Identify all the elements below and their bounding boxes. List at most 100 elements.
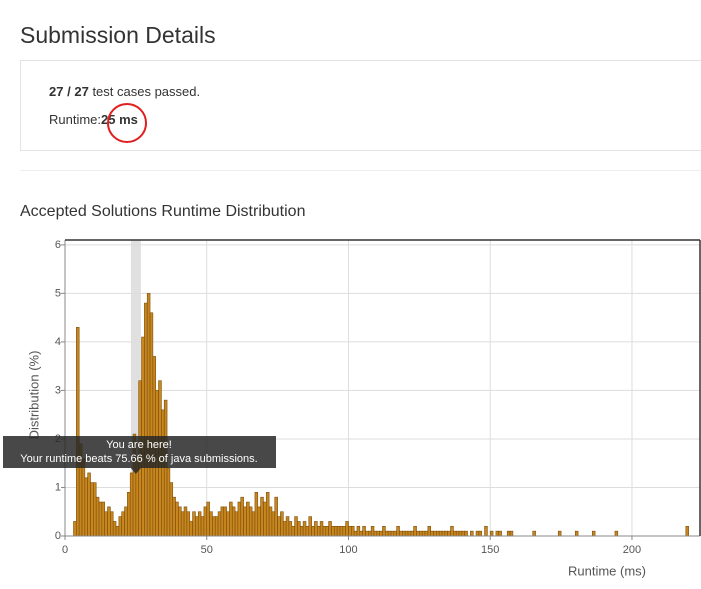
bar (107, 506, 111, 537)
bar (399, 530, 403, 537)
bar (484, 525, 488, 537)
bar (200, 516, 205, 537)
bar (223, 506, 227, 537)
bar (115, 525, 120, 537)
bar (146, 293, 151, 537)
bar (430, 530, 434, 537)
y-tick-label: 0 (55, 530, 61, 542)
bar (214, 516, 219, 537)
bar (359, 530, 363, 537)
bar (365, 530, 369, 537)
bar (373, 530, 378, 537)
bar (413, 525, 417, 537)
bar (368, 530, 372, 537)
bar (339, 525, 344, 537)
bar (302, 521, 307, 537)
bar (195, 516, 199, 537)
bar (217, 511, 222, 537)
bar (495, 530, 500, 537)
bar (297, 521, 301, 537)
bar (246, 501, 250, 537)
bar (402, 530, 406, 537)
total: 27 (74, 84, 89, 99)
bar (441, 530, 446, 537)
bar (265, 492, 270, 537)
bar (416, 530, 420, 537)
bar (226, 511, 230, 537)
bar (206, 501, 210, 537)
bar (237, 501, 242, 537)
axes: 0123456050100150200Runtime (ms)Distribut… (3, 239, 701, 578)
tooltip-pointer (130, 468, 141, 474)
bar (387, 530, 392, 537)
bar (294, 516, 298, 537)
bar (404, 530, 409, 537)
bar (268, 506, 273, 537)
bar (475, 530, 480, 537)
bar (209, 511, 213, 537)
y-tick-label: 5 (55, 287, 61, 299)
bar (424, 530, 429, 537)
bar (112, 521, 117, 537)
separator: / (67, 84, 71, 99)
bar (314, 521, 318, 537)
bar (325, 525, 329, 537)
bar (331, 525, 335, 537)
highlight-band (130, 240, 141, 536)
bar (144, 302, 148, 537)
bar (248, 506, 253, 537)
bar (464, 530, 468, 537)
bars (73, 293, 689, 537)
divider (20, 170, 701, 171)
bar (76, 327, 80, 537)
bar (316, 525, 321, 537)
tooltip-box (3, 436, 276, 468)
bar (229, 501, 233, 537)
bar (172, 496, 176, 537)
bar (376, 530, 380, 537)
bar (450, 525, 454, 537)
x-axis-label: Runtime (ms) (568, 563, 646, 578)
bar (118, 516, 122, 537)
passed: 27 (49, 84, 64, 99)
bar (453, 530, 457, 537)
bar (305, 525, 310, 537)
bar (455, 530, 460, 537)
highlight-circle (107, 103, 147, 143)
bar (73, 521, 77, 537)
bar (574, 530, 579, 537)
bar (203, 506, 208, 537)
bar (685, 525, 689, 537)
bar (212, 516, 216, 537)
bar (308, 516, 312, 537)
bar (98, 501, 103, 537)
bar (220, 506, 225, 537)
tooltip-text: Your runtime beats 75.66 % of java submi… (20, 453, 257, 465)
test-label: test cases passed. (92, 84, 201, 99)
bar (356, 525, 361, 537)
bar (379, 530, 383, 537)
bar (178, 506, 182, 537)
x-tick-label: 50 (201, 544, 213, 556)
bar (110, 511, 114, 537)
bar (299, 525, 304, 537)
bar (183, 506, 188, 537)
bar (322, 525, 327, 537)
bar (382, 525, 386, 537)
bar (461, 530, 466, 537)
bar (470, 530, 474, 537)
bar (87, 472, 91, 537)
bar (447, 530, 451, 537)
bar (282, 521, 287, 537)
bar (410, 530, 414, 537)
bar (274, 496, 278, 537)
bar (489, 530, 494, 537)
bar (166, 467, 171, 537)
y-tick-label: 4 (55, 336, 61, 348)
bar (81, 458, 86, 537)
bar (591, 530, 596, 537)
bar (393, 530, 397, 537)
bar (614, 530, 619, 537)
bar (271, 511, 276, 537)
bar (161, 409, 165, 537)
